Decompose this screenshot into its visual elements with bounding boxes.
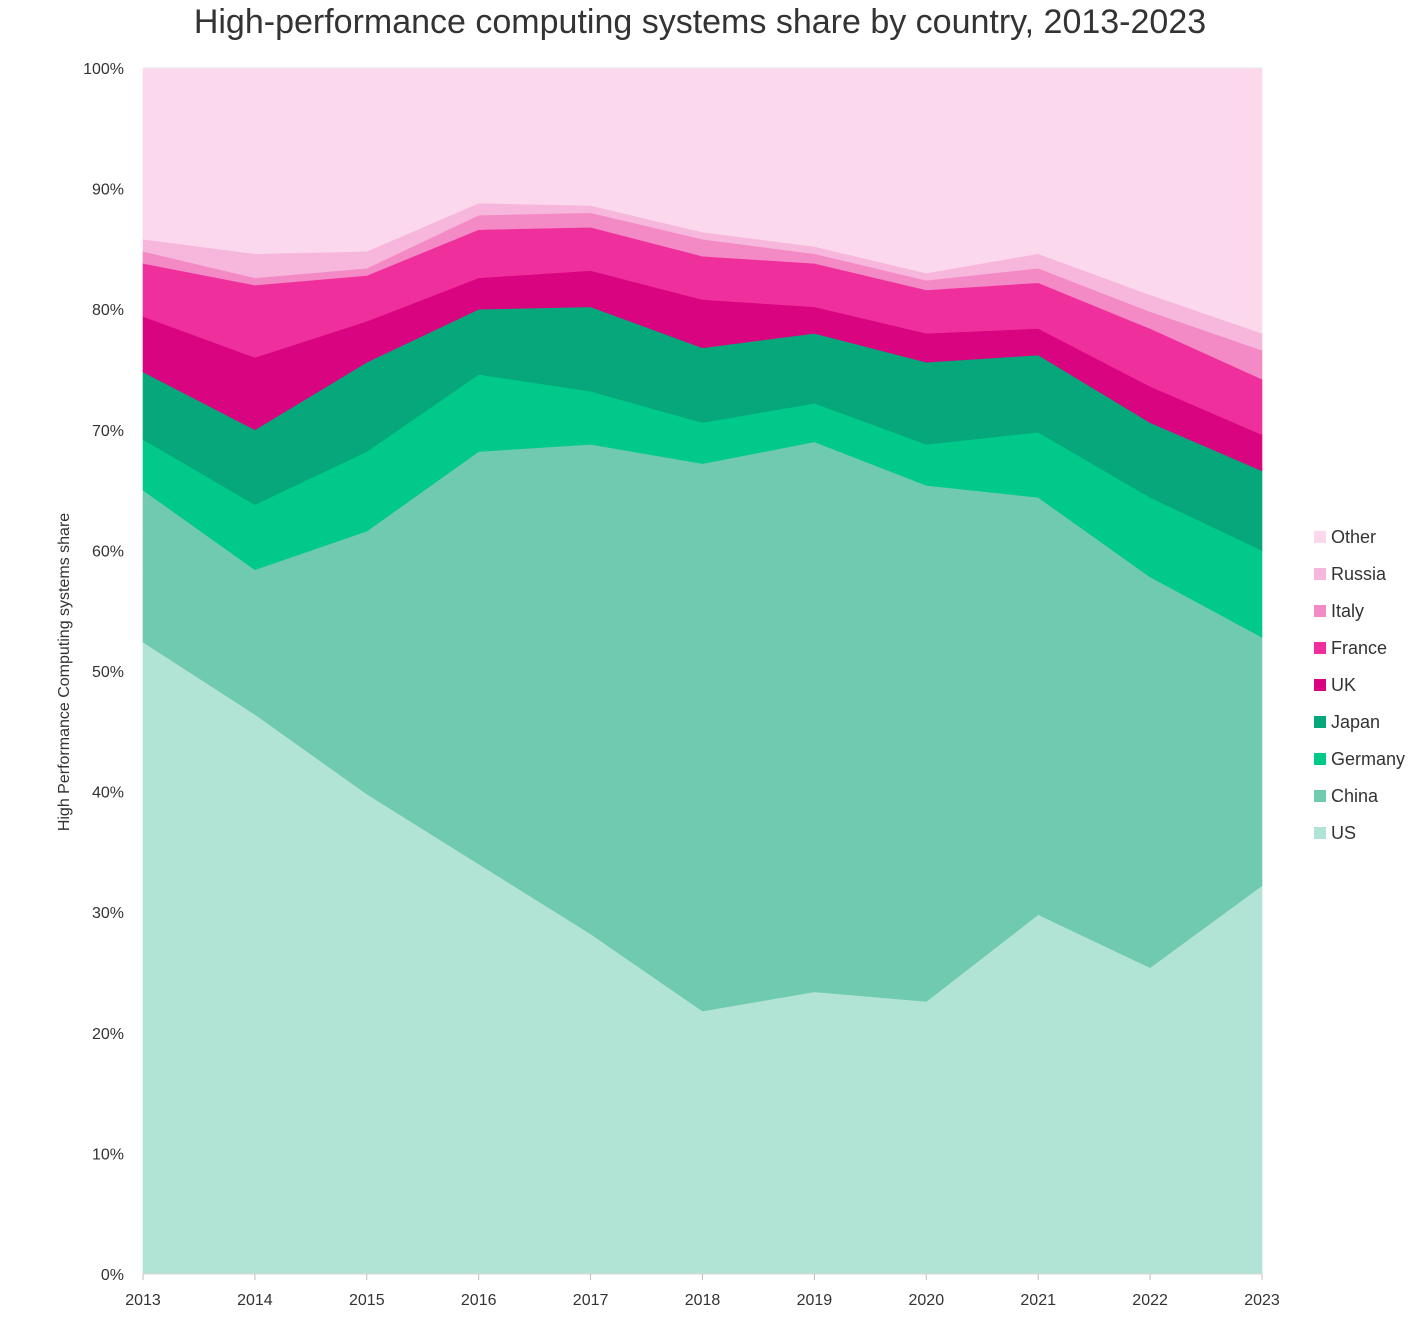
x-tick-label: 2016	[461, 1292, 497, 1309]
y-axis-title: High Performance Computing systems share	[56, 513, 73, 831]
x-axis-ticks: 2013 2014 2015 2016 2017 2018 2019 2020 2021 2022…	[125, 1274, 1280, 1309]
legend-label: Other	[1331, 527, 1376, 547]
x-tick-label: 2020	[909, 1292, 945, 1309]
legend-item-other: Other	[1314, 527, 1376, 547]
x-tick-label: 2017	[573, 1292, 609, 1309]
legend-swatch	[1314, 568, 1326, 580]
legend-label: Japan	[1331, 712, 1380, 732]
x-tick-label: 2014	[237, 1292, 273, 1309]
legend: Other Russia Italy France UK Japan Germany Chin…	[1314, 527, 1405, 843]
legend-label: UK	[1331, 675, 1356, 695]
y-tick-label: 80%	[92, 302, 124, 319]
legend-swatch	[1314, 753, 1326, 765]
y-tick-label: 20%	[92, 1026, 124, 1043]
legend-label: Italy	[1331, 601, 1364, 621]
legend-item-russia: Russia	[1314, 564, 1387, 584]
x-tick-label: 2013	[125, 1292, 161, 1309]
y-tick-label: 40%	[92, 785, 124, 802]
legend-label: France	[1331, 638, 1387, 658]
y-tick-label: 50%	[92, 664, 124, 681]
x-tick-label: 2023	[1244, 1292, 1280, 1309]
y-tick-label: 70%	[92, 423, 124, 440]
x-tick-label: 2019	[797, 1292, 833, 1309]
legend-item-france: France	[1314, 638, 1387, 658]
legend-swatch	[1314, 531, 1326, 543]
legend-label: China	[1331, 786, 1379, 806]
legend-swatch	[1314, 605, 1326, 617]
legend-swatch	[1314, 790, 1326, 802]
y-tick-label: 100%	[83, 61, 124, 78]
y-tick-label: 0%	[101, 1267, 124, 1284]
y-axis-ticks: 0% 10% 20% 30% 40% 50% 60% 70% 80% 90% 100%	[83, 61, 124, 1284]
legend-item-japan: Japan	[1314, 712, 1380, 732]
legend-label: Germany	[1331, 749, 1405, 769]
chart-title: High-performance computing systems share…	[194, 3, 1206, 41]
legend-label: US	[1331, 823, 1356, 843]
legend-item-uk: UK	[1314, 675, 1356, 695]
y-tick-label: 90%	[92, 182, 124, 199]
x-tick-label: 2022	[1132, 1292, 1168, 1309]
x-tick-label: 2021	[1020, 1292, 1056, 1309]
legend-item-china: China	[1314, 786, 1379, 806]
y-tick-label: 10%	[92, 1146, 124, 1163]
legend-item-italy: Italy	[1314, 601, 1364, 621]
x-tick-label: 2015	[349, 1292, 385, 1309]
legend-swatch	[1314, 716, 1326, 728]
y-tick-label: 60%	[92, 543, 124, 560]
legend-swatch	[1314, 642, 1326, 654]
legend-label: Russia	[1331, 564, 1387, 584]
legend-item-us: US	[1314, 823, 1356, 843]
legend-swatch	[1314, 827, 1326, 839]
legend-item-germany: Germany	[1314, 749, 1405, 769]
legend-swatch	[1314, 679, 1326, 691]
areas-layer	[142, 67, 1263, 1275]
y-tick-label: 30%	[92, 905, 124, 922]
x-tick-label: 2018	[685, 1292, 721, 1309]
